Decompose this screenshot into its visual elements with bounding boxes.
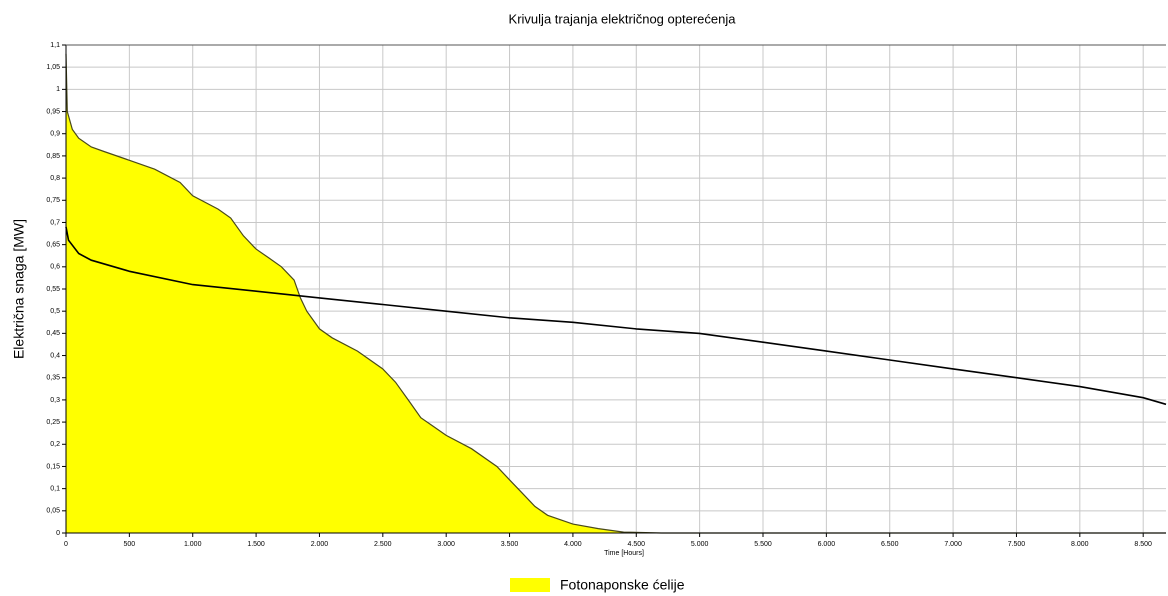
x-tick-label: 6.500 (881, 541, 899, 548)
y-tick-label: 0,05 (46, 508, 60, 515)
y-tick-label: 0,85 (46, 153, 60, 160)
x-tick-label: 0 (64, 541, 68, 548)
y-tick-label: 0,6 (50, 264, 60, 271)
y-tick-label: 0,65 (46, 241, 60, 248)
y-tick-label: 0,15 (46, 463, 60, 470)
x-tick-label: 2.500 (374, 541, 392, 548)
x-axis-label: Time [Hours] (604, 550, 644, 557)
y-tick-label: 0,9 (50, 131, 60, 138)
x-tick-label: 6.000 (818, 541, 836, 548)
y-tick-label: 0,8 (50, 175, 60, 182)
x-tick-label: 5.500 (754, 541, 772, 548)
y-tick-label: 0 (56, 530, 60, 537)
x-tick-label: 7.500 (1008, 541, 1026, 548)
y-tick-label: 0,75 (46, 197, 60, 204)
y-tick-label: 1,05 (46, 64, 60, 71)
y-tick-label: 0,1 (50, 485, 60, 492)
x-tick-label: 3.500 (501, 541, 519, 548)
x-tick-label: 7.000 (944, 541, 962, 548)
x-tick-label: 500 (124, 541, 136, 548)
y-tick-label: 1 (56, 86, 60, 93)
y-axis-label: Električna snaga [MW] (11, 219, 27, 359)
y-tick-label: 0,55 (46, 286, 60, 293)
x-tick-label: 4.000 (564, 541, 582, 548)
y-tick-label: 0,95 (46, 108, 60, 115)
y-tick-label: 0,5 (50, 308, 60, 315)
area-outline (65, 53, 1166, 534)
legend-swatch (510, 578, 550, 592)
area-fill (66, 53, 1166, 534)
legend-label: Fotonaponske ćelije (560, 577, 685, 593)
y-tick-label: 0,25 (46, 419, 60, 426)
x-tick-label: 3.000 (437, 541, 455, 548)
x-tick-label: 4.500 (628, 541, 646, 548)
y-tick-label: 0,7 (50, 219, 60, 226)
x-tick-label: 8.500 (1134, 541, 1152, 548)
y-tick-label: 0,45 (46, 330, 60, 337)
x-tick-label: 8.000 (1071, 541, 1089, 548)
chart-title: Krivulja trajanja električnog opterećenj… (509, 11, 737, 26)
x-tick-label: 1.500 (247, 541, 265, 548)
x-tick-label: 1.000 (184, 541, 202, 548)
line (65, 226, 1167, 406)
y-tick-label: 0,4 (50, 352, 60, 359)
y-tick-label: 0,2 (50, 441, 60, 448)
y-tick-label: 1,1 (50, 42, 60, 49)
y-tick-label: 0,35 (46, 375, 60, 382)
x-tick-label: 5.000 (691, 541, 709, 548)
y-tick-label: 0,3 (50, 397, 60, 404)
x-tick-label: 2.000 (311, 541, 329, 548)
